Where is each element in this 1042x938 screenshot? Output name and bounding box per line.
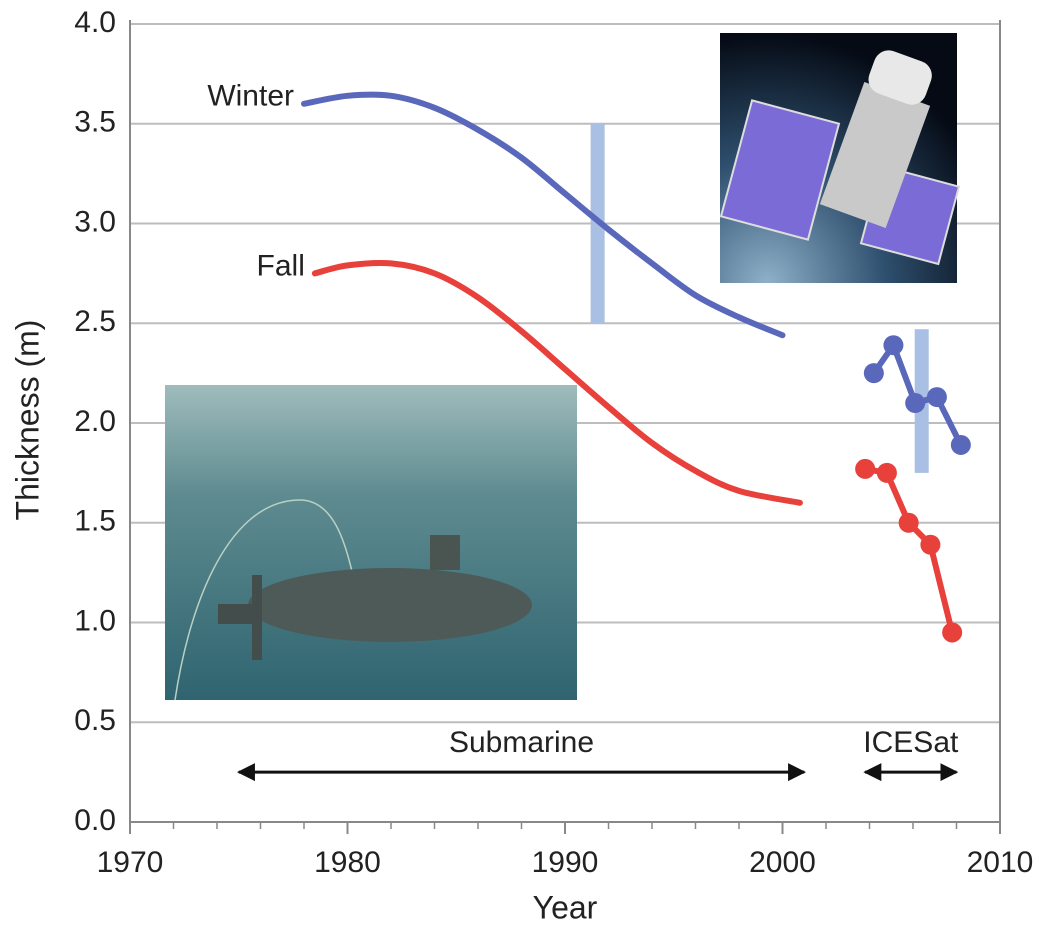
y-tick-label: 3.5 — [74, 106, 116, 139]
data-point — [951, 435, 971, 455]
period-label: ICESat — [863, 726, 959, 759]
data-point — [899, 513, 919, 533]
submarine-image — [165, 385, 577, 700]
y-tick-label: 1.0 — [74, 604, 116, 637]
x-tick-label: 1980 — [314, 846, 381, 879]
data-point — [864, 363, 884, 383]
y-tick-label: 0.0 — [74, 804, 116, 837]
data-point — [920, 535, 940, 555]
period-label: Submarine — [449, 726, 594, 759]
data-line — [304, 95, 783, 336]
series-label: Fall — [257, 249, 305, 282]
satellite-image — [720, 33, 959, 283]
y-tick-label: 0.5 — [74, 704, 116, 737]
x-tick-label: 2000 — [749, 846, 816, 879]
y-tick-label: 3.0 — [74, 205, 116, 238]
data-point — [855, 459, 875, 479]
data-point — [942, 622, 962, 642]
data-point — [877, 463, 897, 483]
x-tick-label: 1970 — [97, 846, 164, 879]
data-point — [905, 393, 925, 413]
y-axis-label: Thickness (m) — [9, 320, 45, 521]
data-line — [865, 469, 952, 633]
series-label: Winter — [207, 80, 294, 113]
x-axis-label: Year — [533, 889, 598, 925]
data-point — [883, 335, 903, 355]
x-tick-label: 1990 — [532, 846, 599, 879]
chart: Year Thickness (m) 0.0 0.5 1.0 1.5 2.0 2.5 3.0… — [0, 0, 1042, 938]
y-tick-label: 4.0 — [74, 6, 116, 39]
y-tick-label: 2.5 — [74, 305, 116, 338]
y-tick-label: 1.5 — [74, 505, 116, 538]
data-point — [927, 387, 947, 407]
y-tick-label: 2.0 — [74, 405, 116, 438]
x-tick-label: 2010 — [967, 846, 1034, 879]
